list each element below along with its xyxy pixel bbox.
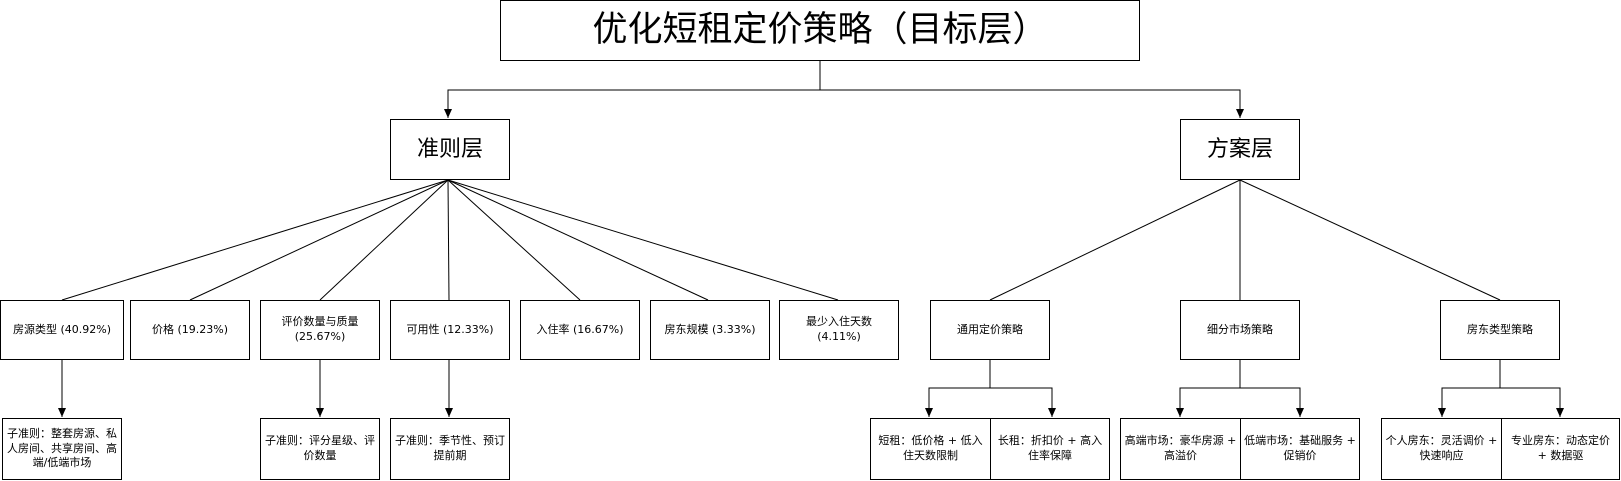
criterion-node: 价格 (19.23%) — [130, 300, 250, 360]
plan-node: 通用定价策略 — [930, 300, 1050, 360]
plans-level-node: 方案层 — [1180, 119, 1300, 180]
edge-detail-1 — [925, 360, 991, 417]
edge-criteria-1 — [61, 179, 449, 301]
plan-node: 房东类型策略 — [1440, 300, 1560, 360]
criterion-node: 入住率 (16.67%) — [520, 300, 640, 360]
criterion-node: 房东规模 (3.33%) — [650, 300, 770, 360]
edge-goal-criteria — [444, 61, 821, 118]
sub-criterion-node: 子准则：季节性、预订提前期 — [390, 418, 510, 480]
plan-detail-node: 低端市场：基础服务 + 促销价 — [1240, 418, 1360, 480]
edge-criteria-6 — [447, 179, 709, 301]
edge-criteria-4 — [447, 179, 450, 301]
sub-criterion-node: 子准则：评分星级、评价数量 — [260, 418, 380, 480]
edge-criteria-5 — [447, 179, 581, 301]
edge-plans-1 — [989, 179, 1241, 301]
edge-goal-plans — [820, 89, 1244, 118]
sub-criterion-node: 子准则：整套房源、私人房间、共享房间、高端/低端市场 — [2, 418, 122, 480]
edge-plans-3 — [1239, 179, 1501, 301]
plan-detail-node: 高端市场：豪华房源 + 高溢价 — [1120, 418, 1241, 480]
plan-detail-node: 个人房东：灵活调价 + 快速响应 — [1381, 418, 1502, 480]
criterion-node: 房源类型 (40.92%) — [0, 300, 124, 360]
goal-node: 优化短租定价策略（目标层） — [500, 0, 1140, 61]
criterion-node: 可用性 (12.33%) — [390, 300, 510, 360]
plan-detail-node: 专业房东：动态定价 + 数据驱 — [1501, 418, 1620, 480]
criterion-node: 最少入住天数 (4.11%) — [779, 300, 899, 360]
edge-detail-5 — [1438, 360, 1501, 417]
criteria-level-node: 准则层 — [390, 119, 510, 180]
edge-detail-6 — [1500, 387, 1564, 417]
criterion-node: 评价数量与质量 (25.67%) — [260, 300, 380, 360]
plan-detail-node: 长租：折扣价 + 高入住率保障 — [990, 418, 1110, 480]
plan-detail-node: 短租：低价格 + 低入住天数限制 — [870, 418, 991, 480]
edge-detail-3 — [1176, 360, 1241, 417]
plan-node: 细分市场策略 — [1180, 300, 1300, 360]
edge-criteria-3 — [319, 179, 449, 301]
edge-detail-4 — [1240, 387, 1304, 417]
edge-detail-2 — [990, 387, 1056, 417]
edge-criteria-2 — [189, 179, 449, 301]
edge-criteria-7 — [447, 179, 839, 301]
